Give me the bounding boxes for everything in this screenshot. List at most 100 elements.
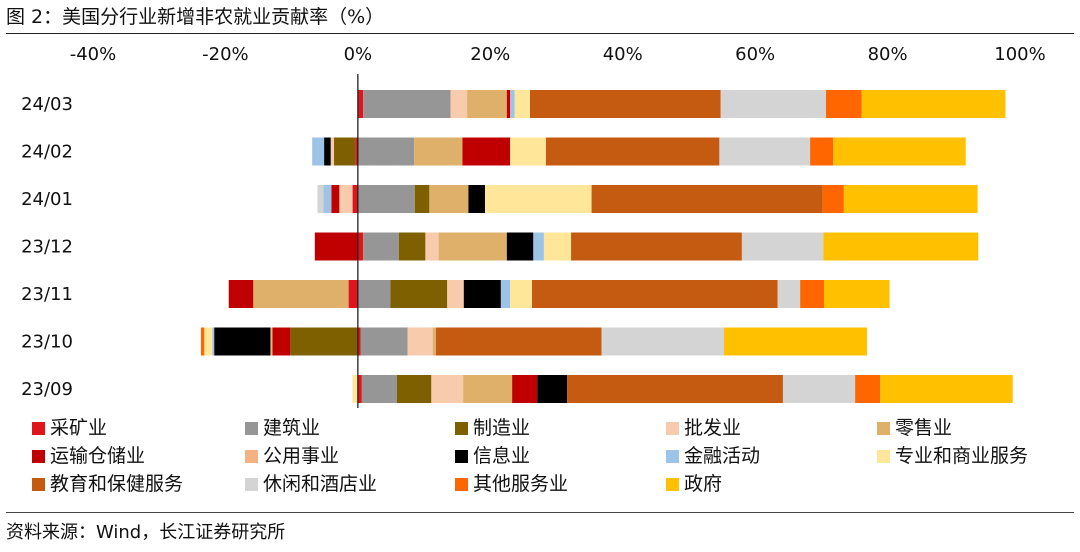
legend-swatch (877, 421, 890, 435)
legend-swatch (666, 477, 679, 491)
bar-segment-13-23-11 (800, 280, 825, 308)
bar-segment-3-23-10 (290, 327, 358, 356)
bar-segment-7-23-10 (270, 327, 273, 356)
legend-label: 批发业 (684, 417, 742, 439)
bar-segment-4-23-10 (407, 327, 433, 356)
bar-segment-5-23-09 (463, 375, 513, 403)
bar-segment-4-24-03 (450, 90, 468, 118)
bar-segment-1-24-03 (357, 90, 364, 118)
legend-label: 采矿业 (50, 417, 108, 439)
bar-segment-10-24-02 (510, 137, 546, 166)
legend-item: 运输仓储业 (32, 442, 145, 470)
bar-segment-11-23-09 (567, 375, 783, 403)
bar-segment-12-24-01 (317, 185, 324, 213)
bar-segment-9-24-02 (312, 137, 325, 166)
category-label: 23/09 (21, 379, 73, 400)
bar-segment-11-24-03 (530, 90, 721, 118)
legend-label: 信息业 (473, 445, 531, 467)
bar-segment-10-23-10 (204, 327, 213, 356)
chart-title: 图 2：美国分行业新增非农就业贡献率（%） (6, 6, 385, 28)
bar-segment-12-24-02 (719, 137, 811, 166)
legend-swatch (877, 449, 890, 463)
x-tick-label: 60% (735, 44, 775, 65)
legend-item: 政府 (666, 470, 722, 498)
bar-segment-14-23-11 (824, 280, 890, 308)
x-tick-label: 0% (344, 44, 373, 65)
bar-segment-14-24-01 (843, 185, 978, 213)
bar-segment-5-23-12 (438, 232, 507, 261)
legend-swatch (32, 421, 45, 435)
legend-label: 制造业 (473, 417, 531, 439)
legend-item: 专业和商业服务 (877, 442, 1028, 470)
bar-segment-2-24-01 (357, 185, 415, 213)
bar-segment-2-24-02 (357, 137, 415, 166)
bar-segment-1-23-11 (348, 280, 358, 308)
legend-label: 教育和保健服务 (50, 473, 184, 495)
category-label: 23/12 (21, 237, 73, 258)
source-note: 资料来源：Wind，长江证券研究所 (6, 522, 286, 543)
bar-segment-11-23-11 (532, 280, 778, 308)
legend-item: 零售业 (877, 414, 952, 442)
bar-segment-3-24-02 (334, 137, 356, 166)
legend-item: 采矿业 (32, 414, 107, 442)
bar-segment-8-24-01 (468, 185, 485, 213)
bar-segment-6-23-12 (314, 232, 358, 261)
legend-item: 信息业 (455, 442, 530, 470)
bar-segment-3-23-09 (396, 375, 432, 403)
bar-segment-1-24-02 (355, 137, 358, 166)
bar-segment-13-23-10 (200, 327, 205, 356)
bar-segment-5-24-02 (414, 137, 463, 166)
bar-segment-9-23-11 (500, 280, 511, 308)
bar-segment-8-23-09 (537, 375, 568, 403)
bar-segment-11-24-02 (545, 137, 720, 166)
bar-segment-5-24-03 (467, 90, 507, 118)
x-tick-label: 40% (603, 44, 643, 65)
bar-segment-1-24-01 (352, 185, 358, 213)
bar-segment-6-24-03 (506, 90, 511, 118)
legend-swatch (245, 449, 258, 463)
legend-swatch (666, 449, 679, 463)
bar-segment-6-24-02 (462, 137, 511, 166)
bar-segment-12-24-03 (720, 90, 826, 118)
legend-item: 休闲和酒店业 (245, 470, 377, 498)
legend-item: 公用事业 (245, 442, 339, 470)
bar-segment-10-24-03 (514, 90, 531, 118)
bar-segment-13-24-03 (825, 90, 862, 118)
bar-segment-8-23-10 (214, 327, 271, 356)
bar-segment-12-23-12 (741, 232, 824, 261)
legend-item: 教育和保健服务 (32, 470, 183, 498)
bar-segment-4-23-09 (431, 375, 464, 403)
bar-segment-6-23-11 (228, 280, 254, 308)
category-label: 23/10 (21, 332, 73, 353)
bar-segment-3-24-01 (414, 185, 430, 213)
bar-segment-1-23-12 (357, 232, 364, 261)
legend-label: 专业和商业服务 (895, 445, 1029, 467)
x-tick-label: -20% (202, 44, 249, 65)
category-label: 23/11 (21, 284, 73, 305)
bar-segment-5-23-10 (432, 327, 436, 356)
bar-segment-2-23-10 (360, 327, 408, 356)
bar-segment-14-23-12 (823, 232, 979, 261)
bar-segment-10-24-01 (484, 185, 592, 213)
legend-swatch (32, 477, 45, 491)
legend-label: 政府 (684, 473, 723, 495)
legend-swatch (455, 421, 468, 435)
x-tick-label: 80% (868, 44, 908, 65)
legend-swatch (666, 421, 679, 435)
bar-segment-12-23-11 (777, 280, 801, 308)
category-label: 24/01 (21, 189, 73, 210)
bar-segment-11-24-01 (591, 185, 823, 213)
bar-segment-1-23-09 (357, 375, 362, 403)
bar-segment-1-23-10 (357, 327, 361, 356)
category-label: 24/03 (21, 94, 73, 115)
bar-segment-12-23-09 (782, 375, 856, 403)
bar-segment-9-23-10 (212, 327, 215, 356)
legend-item: 金融活动 (666, 442, 760, 470)
category-label: 24/02 (21, 142, 73, 163)
legend-label: 零售业 (895, 417, 953, 439)
bar-segment-6-23-10 (272, 327, 291, 356)
legend-label: 运输仓储业 (50, 445, 146, 467)
bar-segment-5-24-01 (429, 185, 469, 213)
bar-segment-11-23-10 (435, 327, 602, 356)
